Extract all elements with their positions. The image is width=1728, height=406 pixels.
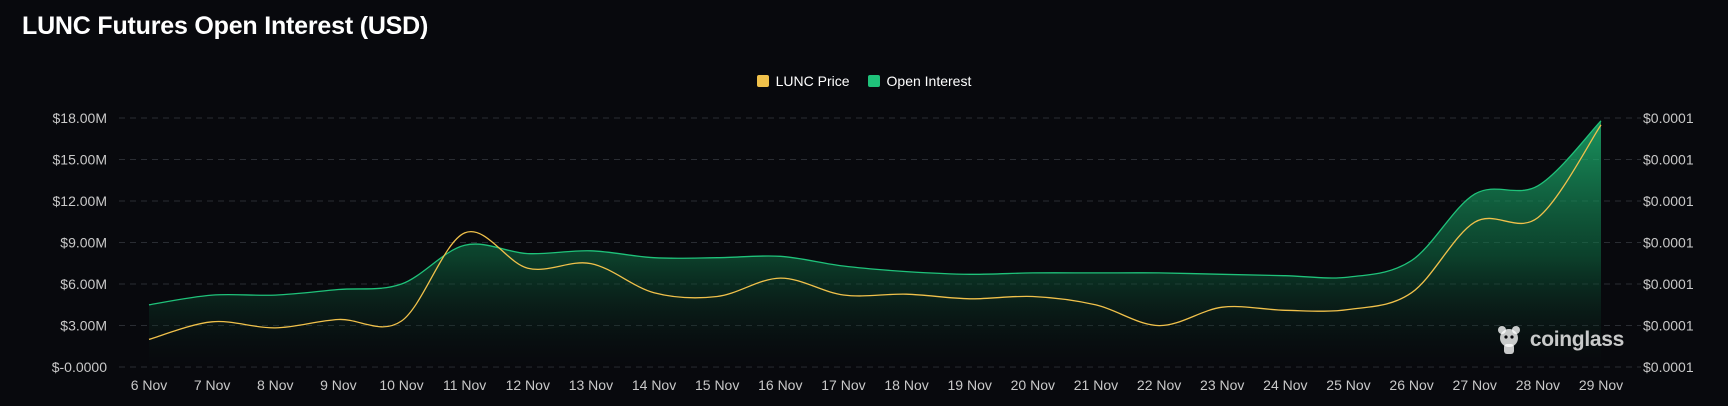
- series-layer: [148, 120, 1602, 367]
- x-tick-label: 26 Nov: [1389, 377, 1433, 393]
- legend-label-lunc-price: LUNC Price: [775, 73, 850, 89]
- x-tick-label: 7 Nov: [194, 377, 231, 393]
- chart-legend: LUNC Price Open Interest: [0, 73, 1728, 89]
- x-tick-label: 15 Nov: [695, 377, 739, 393]
- x-tick-label: 14 Nov: [632, 377, 676, 393]
- coinglass-logo-icon: [1497, 326, 1520, 354]
- x-tick-label: 9 Nov: [320, 377, 357, 393]
- lunc-price-line: [148, 124, 1602, 341]
- y-left-tick-label: $6.00M: [60, 276, 107, 292]
- x-axis: 6 Nov 7 Nov 8 Nov 9 Nov 10 Nov 11 Nov 12 Nov 13…: [131, 377, 1623, 393]
- y-left-tick-label: $3.00M: [60, 318, 107, 334]
- y-right-tick-label: $0.0001: [1643, 276, 1694, 292]
- x-tick-label: 16 Nov: [758, 377, 802, 393]
- x-tick-label: 8 Nov: [257, 377, 294, 393]
- watermark-text: coinglass: [1529, 328, 1624, 351]
- x-tick-label: 25 Nov: [1326, 377, 1370, 393]
- open-interest-area: [149, 120, 1601, 367]
- y-right-tick-label: $0.0001: [1643, 193, 1694, 209]
- x-tick-label: 18 Nov: [884, 377, 928, 393]
- x-tick-label: 11 Nov: [443, 377, 486, 393]
- x-tick-label: 10 Nov: [379, 377, 423, 393]
- y-left-tick-label: $15.00M: [53, 152, 107, 168]
- x-tick-label: 13 Nov: [569, 377, 613, 393]
- x-tick-label: 19 Nov: [948, 377, 992, 393]
- y-axis-right: $0.0001 $0.0001 $0.0001 $0.0001 $0.0001 $0.00…: [1643, 110, 1694, 375]
- legend-item-lunc-price[interactable]: LUNC Price: [756, 73, 850, 89]
- legend-swatch-open-interest: [867, 75, 880, 87]
- y-right-tick-label: $0.0001: [1643, 318, 1694, 334]
- x-tick-label: 21 Nov: [1074, 377, 1118, 393]
- x-tick-label: 6 Nov: [131, 377, 168, 393]
- legend-label-open-interest: Open Interest: [886, 73, 972, 89]
- x-tick-label: 22 Nov: [1137, 377, 1181, 393]
- x-tick-label: 20 Nov: [1011, 377, 1055, 393]
- x-tick-label: 29 Nov: [1579, 377, 1623, 393]
- y-left-tick-label: $18.00M: [53, 110, 107, 126]
- x-tick-label: 17 Nov: [821, 377, 865, 393]
- legend-item-open-interest[interactable]: Open Interest: [867, 73, 972, 89]
- y-right-tick-label: $0.0001: [1643, 152, 1694, 168]
- y-axis-left: $-0.0000 $3.00M $6.00M $9.00M $12.00M $15.00M…: [52, 110, 107, 375]
- y-right-tick-label: $0.0001: [1643, 359, 1694, 375]
- legend-swatch-lunc-price: [756, 75, 769, 87]
- open-interest-line: [148, 120, 1602, 306]
- y-left-tick-label: $9.00M: [60, 235, 107, 251]
- x-tick-label: 24 Nov: [1263, 377, 1307, 393]
- y-right-tick-label: $0.0001: [1643, 110, 1694, 126]
- x-tick-label: 27 Nov: [1453, 377, 1497, 393]
- y-left-tick-label: $12.00M: [53, 193, 107, 209]
- chart-title: LUNC Futures Open Interest (USD): [22, 12, 429, 40]
- coinglass-watermark: coinglass: [1494, 324, 1624, 356]
- x-tick-label: 23 Nov: [1200, 377, 1244, 393]
- y-left-tick-label: $-0.0000: [52, 359, 107, 375]
- x-tick-label: 28 Nov: [1516, 377, 1560, 393]
- x-tick-label: 12 Nov: [506, 377, 550, 393]
- y-right-tick-label: $0.0001: [1643, 235, 1694, 251]
